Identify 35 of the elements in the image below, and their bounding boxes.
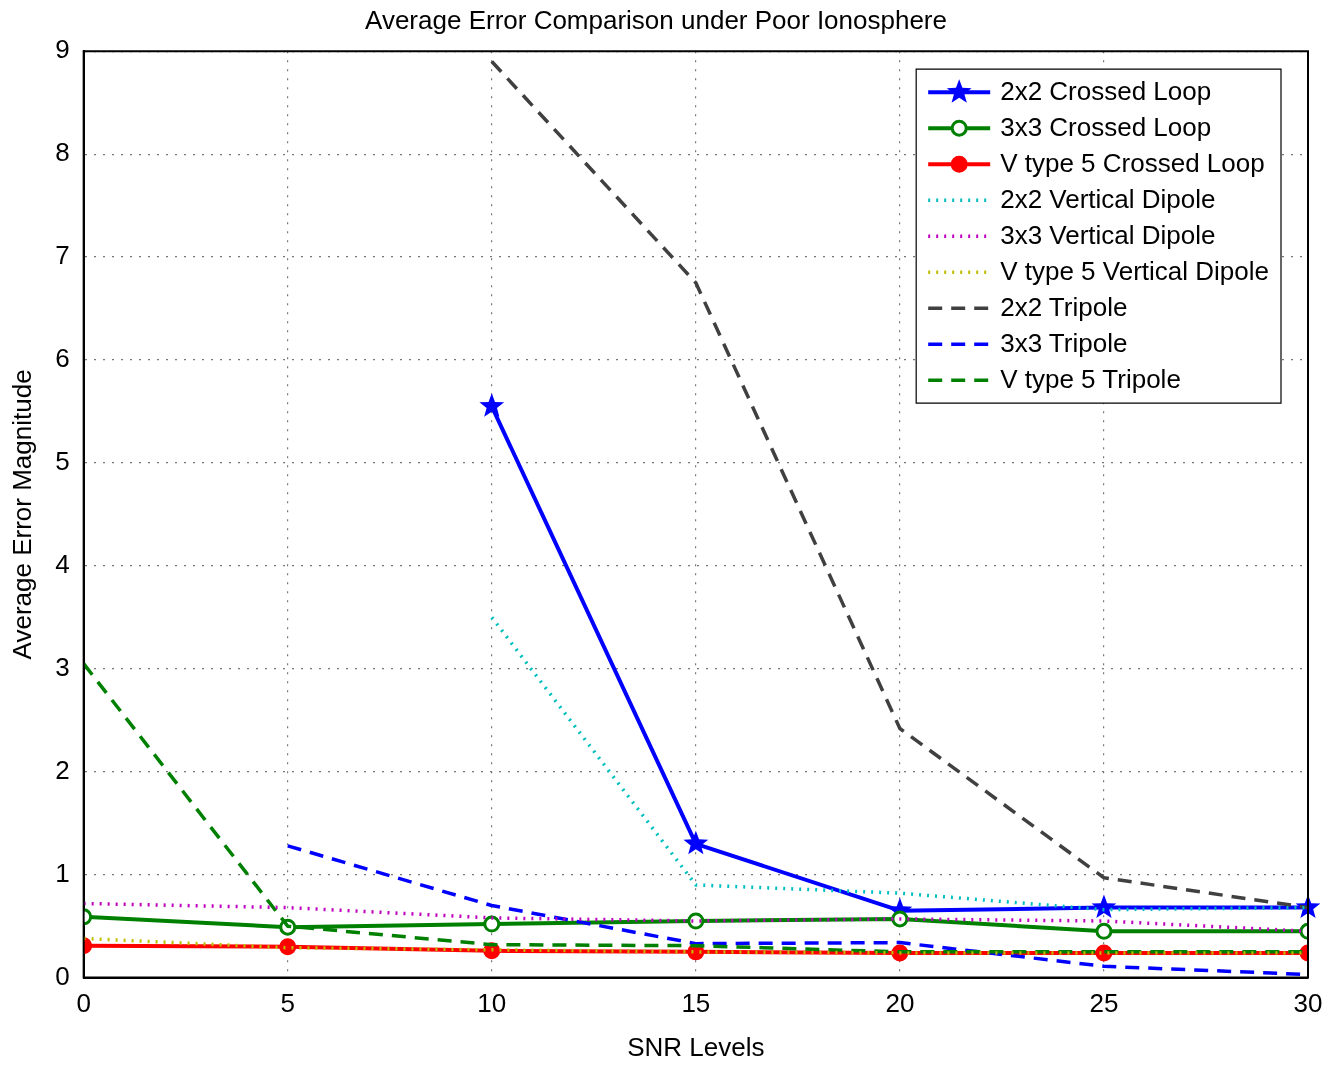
y-tick-label: 5	[55, 446, 70, 477]
x-tick-label: 10	[477, 988, 507, 1019]
point	[483, 915, 501, 933]
x-tick-label: 25	[1089, 988, 1119, 1019]
y-tick-label: 8	[55, 137, 70, 168]
legend-label: 2x2 Tripole	[1000, 292, 1128, 323]
x-axis-title: SNR Levels	[627, 1031, 765, 1062]
legend-label: 3x3 Crossed Loop	[1000, 112, 1212, 143]
x-tick-label: 30	[1293, 988, 1323, 1019]
x-tick-label: 20	[885, 988, 915, 1019]
y-tick-label: 1	[55, 857, 70, 888]
x-tick-label: 15	[681, 988, 711, 1019]
legend-label: V type 5 Tripole	[1000, 364, 1181, 395]
legend-label: 3x3 Tripole	[1000, 328, 1128, 359]
y-tick-label: 0	[55, 960, 70, 991]
point	[1095, 922, 1113, 940]
point	[891, 910, 909, 928]
x-tick-label: 5	[280, 988, 295, 1019]
y-tick-label: 2	[55, 754, 70, 785]
legend-label: 2x2 Crossed Loop	[1000, 76, 1212, 107]
legend-label: 2x2 Vertical Dipole	[1000, 184, 1216, 215]
y-tick-label: 4	[55, 549, 70, 580]
y-tick-label: 3	[55, 651, 70, 682]
point	[683, 830, 709, 855]
x-tick-label: 0	[76, 988, 91, 1019]
y-tick-label: 9	[55, 34, 70, 65]
legend-label: 3x3 Vertical Dipole	[1000, 220, 1216, 251]
y-axis-title: Average Error Magnitude	[6, 369, 37, 660]
point	[1091, 894, 1117, 919]
chart-title: Average Error Comparison under Poor Ionosphere	[365, 4, 947, 35]
legend-label: V type 5 Crossed Loop	[1000, 148, 1265, 179]
legend-label: V type 5 Vertical Dipole	[1000, 256, 1269, 287]
point	[479, 393, 505, 417]
y-tick-label: 6	[55, 343, 70, 374]
y-tick-label: 7	[55, 240, 70, 271]
